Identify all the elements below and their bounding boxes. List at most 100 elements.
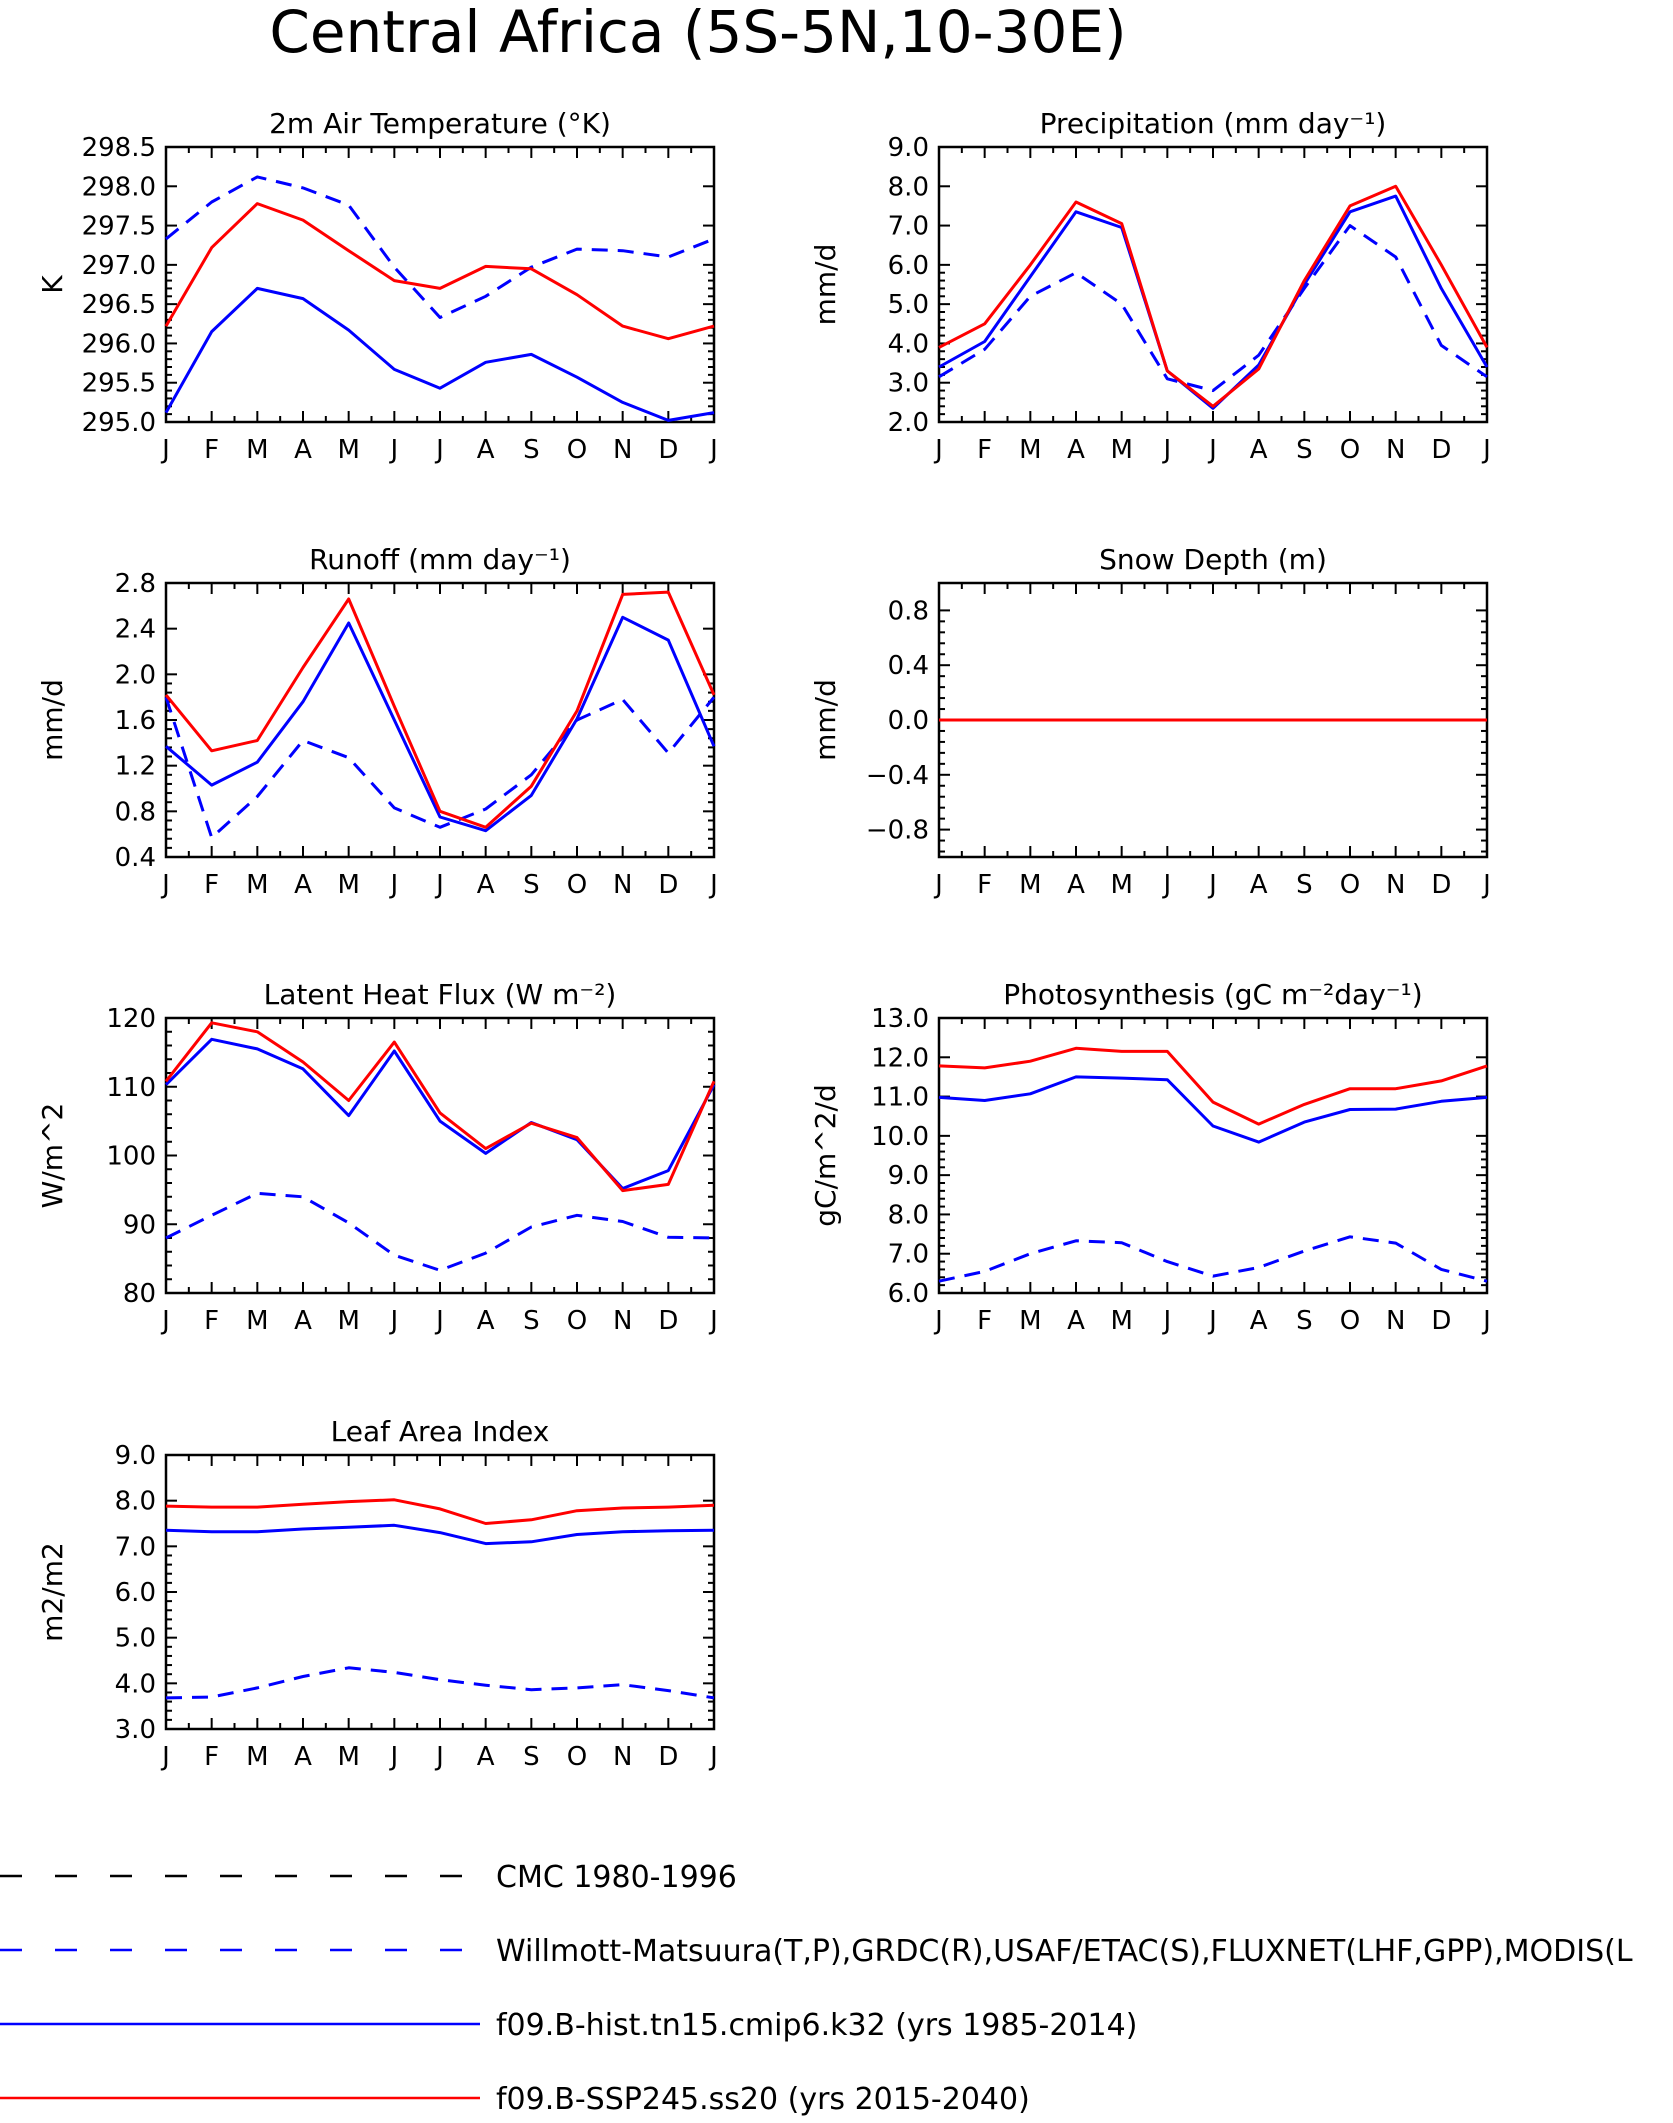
x-tick-label: J — [1161, 1306, 1171, 1336]
legend-entry: CMC 1980-1996 — [0, 1860, 737, 1895]
y-tick-label: 8.0 — [888, 1200, 929, 1230]
plot-frame — [164, 1016, 716, 1295]
x-tick-label: J — [160, 1306, 170, 1336]
x-tick-label: F — [977, 1306, 992, 1336]
x-tick-label: O — [1340, 1306, 1360, 1336]
x-tick-label: J — [933, 435, 943, 465]
x-tick-label: J — [160, 870, 170, 900]
x-tick-label: S — [1296, 1306, 1313, 1336]
x-tick-label: S — [523, 1742, 540, 1772]
y-tick-label: 12.0 — [871, 1043, 929, 1073]
y-tick-label: −0.8 — [866, 816, 929, 846]
y-tick-label: 296.0 — [82, 329, 156, 359]
y-tick-label: 0.4 — [115, 843, 156, 873]
x-tick-label: A — [294, 1742, 312, 1772]
x-tick-label: F — [204, 1306, 219, 1336]
y-tick-label: 297.0 — [82, 251, 156, 281]
y-tick-label: 3.0 — [115, 1715, 156, 1745]
x-tick-label: M — [246, 1742, 268, 1772]
x-tick-label: F — [204, 435, 219, 465]
series-line-obs — [165, 1191, 715, 1272]
x-tick-label: D — [1431, 1306, 1451, 1336]
x-tick-label: J — [708, 1306, 718, 1336]
x-tick-label: J — [434, 1306, 444, 1336]
y-tick-label: 2.4 — [115, 615, 156, 645]
x-tick-label: A — [477, 435, 495, 465]
x-tick-label: A — [477, 1742, 495, 1772]
x-tick-label: J — [1207, 870, 1217, 900]
x-tick-label: N — [613, 1742, 632, 1772]
panel-title: Photosynthesis (gC m⁻²day⁻¹) — [1003, 978, 1422, 1011]
y-tick-label: 3.0 — [888, 369, 929, 399]
x-tick-label: D — [658, 870, 678, 900]
y-tick-label: 2.8 — [115, 569, 156, 599]
x-tick-label: J — [1207, 435, 1217, 465]
x-tick-label: O — [567, 1742, 587, 1772]
x-tick-label: J — [160, 435, 170, 465]
panel-runoff-mm-day: J F M A M J J A S O N D J0.40.81.21.62.02.42.8Runoff… — [36, 543, 718, 900]
y-tick-label: 6.0 — [115, 1578, 156, 1608]
x-tick-label: J — [1481, 435, 1491, 465]
x-tick-label: M — [1019, 435, 1041, 465]
y-axis-label: mm/d — [809, 244, 842, 326]
x-tick-label: M — [337, 1306, 359, 1336]
x-tick-label: J — [434, 870, 444, 900]
y-tick-label: 4.0 — [888, 329, 929, 359]
y-tick-label: 295.5 — [82, 369, 156, 399]
panel-2m-air-temperature-k: J F M A M J J A S O N D J295.0295.5296.0296.5297.029… — [36, 107, 718, 465]
x-tick-label: N — [613, 870, 632, 900]
x-tick-label: M — [246, 870, 268, 900]
x-tick-label: A — [477, 870, 495, 900]
plot-frame — [937, 145, 1489, 424]
y-tick-label: 80 — [123, 1279, 156, 1309]
x-tick-label: N — [1386, 1306, 1405, 1336]
legend-entry: f09.B-hist.tn15.cmip6.k32 (yrs 1985-2014… — [0, 2008, 1137, 2043]
plot-frame — [164, 1453, 716, 1731]
y-tick-label: −0.4 — [866, 761, 929, 791]
x-tick-label: J — [434, 435, 444, 465]
series-line-obs — [938, 1235, 1488, 1283]
y-tick-label: 298.5 — [82, 133, 156, 163]
series-line-ssp245 — [164, 202, 715, 341]
panel-title: Leaf Area Index — [331, 1415, 550, 1448]
panels: J F M A M J J A S O N D J295.0295.5296.0296.5297.029… — [36, 107, 1491, 1772]
series-line-ssp245 — [164, 590, 716, 829]
y-tick-label: 7.0 — [115, 1532, 156, 1562]
y-axis-label: mm/d — [36, 679, 69, 761]
x-tick-label: M — [337, 435, 359, 465]
y-tick-label: 297.5 — [82, 212, 156, 242]
x-tick-label: A — [294, 435, 312, 465]
x-tick-label: J — [388, 1306, 398, 1336]
legend-label: Willmott-Matsuura(T,P),GRDC(R),USAF/ETAC… — [496, 1934, 1633, 1969]
y-tick-label: 4.0 — [115, 1669, 156, 1699]
x-tick-label: M — [1110, 870, 1132, 900]
x-tick-label: N — [613, 1306, 632, 1336]
y-tick-label: 5.0 — [888, 290, 929, 320]
y-tick-label: 6.0 — [888, 1279, 929, 1309]
x-tick-label: M — [1110, 435, 1132, 465]
x-tick-label: J — [160, 1742, 170, 1772]
series-line-obs — [164, 696, 716, 840]
x-tick-label: J — [388, 1742, 398, 1772]
x-tick-label: D — [658, 435, 678, 465]
series-line-ssp245 — [165, 1498, 715, 1525]
y-tick-label: 11.0 — [871, 1083, 929, 1113]
x-tick-label: S — [1296, 870, 1313, 900]
legend-label: CMC 1980-1996 — [496, 1860, 737, 1895]
y-tick-label: 8.0 — [115, 1487, 156, 1517]
x-tick-label: F — [204, 870, 219, 900]
y-tick-label: 120 — [106, 1004, 156, 1034]
x-tick-label: M — [246, 435, 268, 465]
y-tick-label: 100 — [106, 1142, 156, 1172]
x-tick-label: F — [977, 870, 992, 900]
x-tick-label: N — [1386, 435, 1405, 465]
x-tick-label: A — [294, 870, 312, 900]
x-tick-label: M — [337, 870, 359, 900]
x-tick-label: N — [1386, 870, 1405, 900]
panel-title: Runoff (mm day⁻¹) — [309, 543, 571, 576]
x-tick-label: J — [434, 1742, 444, 1772]
